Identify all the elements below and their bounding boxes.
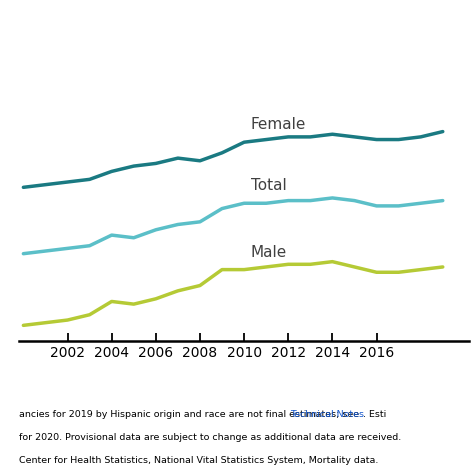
Text: Technical Notes: Technical Notes bbox=[290, 410, 364, 419]
Text: . Esti: . Esti bbox=[363, 410, 386, 419]
Text: Male: Male bbox=[251, 245, 287, 260]
Text: Center for Health Statistics, National Vital Statistics System, Mortality data.: Center for Health Statistics, National V… bbox=[19, 456, 378, 465]
Text: Female: Female bbox=[251, 117, 306, 132]
Text: ancies for 2019 by Hispanic origin and race are not final estimates; see: ancies for 2019 by Hispanic origin and r… bbox=[19, 410, 362, 419]
Text: for 2020. Provisional data are subject to change as additional data are received: for 2020. Provisional data are subject t… bbox=[19, 433, 401, 442]
Text: Total: Total bbox=[251, 178, 286, 193]
